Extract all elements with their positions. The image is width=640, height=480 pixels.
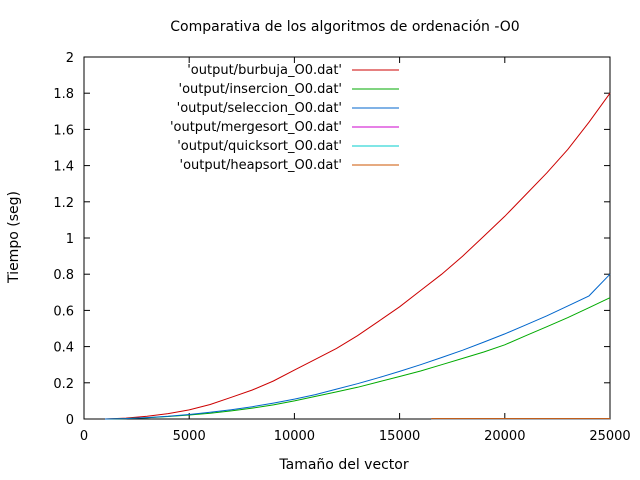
legend-label-4: 'output/quicksort_O0.dat' <box>177 139 342 154</box>
y-tick-label: 0.4 <box>53 341 74 356</box>
x-tick-label: 10000 <box>274 429 315 444</box>
plot-area-frame <box>83 56 611 420</box>
x-tick-label: 15000 <box>379 429 420 444</box>
x-tick-label: 25000 <box>589 429 630 444</box>
series-lines <box>104 92 611 420</box>
x-tick-label: 20000 <box>484 429 525 444</box>
y-tick-label: 1.6 <box>53 123 74 138</box>
series-line-2 <box>104 273 611 420</box>
y-tick-label: 0.6 <box>53 304 74 319</box>
axis-ticks: 0 0.2 0.4 0.6 0.8 1 1.2 1.4 1.6 1.8 2 0 5000 10000 150… <box>53 51 630 444</box>
y-tick-label: 0.8 <box>53 268 74 283</box>
legend-label-5: 'output/heapsort_O0.dat' <box>180 158 342 173</box>
y-tick-label: 1.2 <box>53 196 74 211</box>
x-axis-label: Tamaño del vector <box>278 457 408 473</box>
series-line-0 <box>104 92 611 420</box>
legend: 'output/burbuja_O0.dat' 'output/insercion… <box>170 63 399 173</box>
series-line-1 <box>104 297 611 420</box>
legend-label-3: 'output/mergesort_O0.dat' <box>170 120 342 135</box>
legend-label-1: 'output/insercion_O0.dat' <box>179 82 343 97</box>
y-tick-label: 0 <box>66 413 74 428</box>
legend-label-2: 'output/seleccion_O0.dat' <box>177 101 342 116</box>
y-tick-label: 0.2 <box>53 377 74 392</box>
y-tick-label: 2 <box>66 51 74 66</box>
legend-label-0: 'output/burbuja_O0.dat' <box>187 63 342 78</box>
x-tick-label: 5000 <box>173 429 206 444</box>
y-tick-label: 1.4 <box>53 160 74 175</box>
y-tick-label: 1.8 <box>53 87 74 102</box>
y-tick-label: 1 <box>66 232 74 247</box>
chart-title: Comparativa de los algoritmos de ordenac… <box>170 19 519 35</box>
x-tick-label: 0 <box>80 429 88 444</box>
y-axis-label: Tiempo (seg) <box>6 191 22 284</box>
